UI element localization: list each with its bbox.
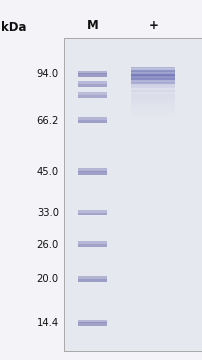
Bar (131, 67, 174, 68)
Bar (131, 102, 174, 103)
Bar (77, 276, 107, 279)
Bar (131, 72, 174, 73)
Bar (131, 89, 174, 90)
Bar (131, 76, 174, 77)
Bar (131, 107, 174, 108)
Text: 14.4: 14.4 (37, 318, 59, 328)
Bar (131, 83, 174, 84)
Bar (131, 79, 174, 80)
Bar (131, 90, 174, 91)
Text: +: + (148, 19, 157, 32)
Text: M: M (86, 19, 98, 32)
Bar (77, 212, 107, 216)
Bar (131, 100, 174, 101)
Bar (77, 279, 107, 282)
Bar (131, 75, 174, 76)
Bar (131, 95, 174, 96)
Bar (131, 69, 174, 70)
Bar (131, 73, 174, 74)
Bar (77, 210, 107, 213)
Bar (131, 88, 174, 89)
Bar (131, 99, 174, 100)
Bar (131, 74, 174, 75)
Bar (131, 71, 174, 72)
Bar (131, 92, 174, 93)
Bar (131, 80, 174, 81)
Bar (131, 67, 174, 68)
Bar (77, 244, 107, 247)
Bar (77, 171, 107, 175)
Bar (131, 79, 174, 80)
Bar (131, 86, 174, 87)
Bar (131, 116, 174, 117)
Bar (131, 103, 174, 105)
Bar (131, 81, 174, 82)
Bar (131, 82, 174, 83)
Bar (131, 101, 174, 102)
Bar (77, 168, 107, 172)
Bar (77, 92, 107, 95)
Bar (131, 112, 174, 113)
Bar (77, 320, 107, 323)
Bar (131, 92, 174, 93)
Text: 20.0: 20.0 (37, 274, 59, 284)
Bar (77, 81, 107, 84)
Bar (77, 71, 107, 74)
Bar (131, 114, 174, 116)
Bar (131, 82, 174, 83)
Bar (77, 95, 107, 98)
Text: 26.0: 26.0 (36, 240, 59, 249)
Bar (77, 84, 107, 87)
Bar (131, 113, 174, 114)
Bar (64, 38, 201, 351)
Bar (131, 96, 174, 97)
Bar (131, 108, 174, 109)
Bar (131, 97, 174, 99)
Bar (131, 109, 174, 111)
Text: 45.0: 45.0 (37, 167, 59, 177)
Bar (77, 323, 107, 326)
Bar (131, 111, 174, 112)
Bar (131, 70, 174, 71)
Bar (131, 90, 174, 91)
Bar (77, 120, 107, 123)
Bar (131, 77, 174, 78)
Bar (131, 106, 174, 107)
Bar (131, 117, 174, 118)
Bar (77, 241, 107, 244)
Bar (131, 94, 174, 95)
Text: 66.2: 66.2 (36, 116, 59, 126)
Bar (131, 78, 174, 79)
Bar (131, 86, 174, 87)
Text: 94.0: 94.0 (37, 69, 59, 79)
Bar (131, 105, 174, 106)
Text: 33.0: 33.0 (37, 208, 59, 218)
Bar (131, 84, 174, 85)
Bar (131, 68, 174, 69)
Bar (131, 91, 174, 92)
Bar (77, 73, 107, 77)
Bar (131, 85, 174, 86)
Bar (131, 87, 174, 88)
Bar (131, 71, 174, 72)
Bar (131, 73, 174, 74)
Bar (131, 93, 174, 94)
Bar (131, 69, 174, 70)
Text: kDa: kDa (1, 21, 26, 34)
Bar (77, 117, 107, 120)
Bar (64, 38, 201, 351)
Bar (131, 75, 174, 76)
Bar (131, 88, 174, 89)
Bar (131, 77, 174, 78)
